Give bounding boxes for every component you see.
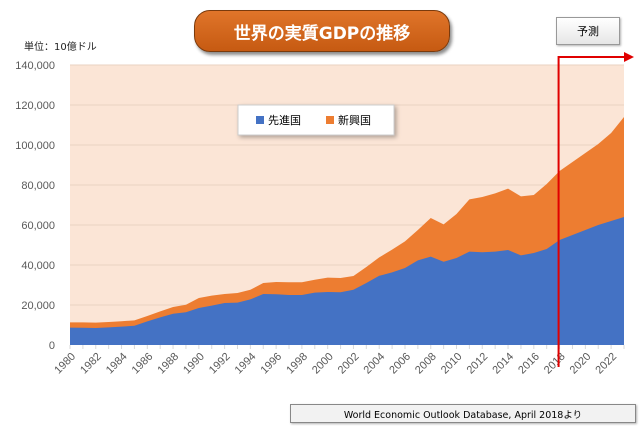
x-tick-label: 1980 — [52, 351, 78, 377]
x-tick-label: 2020 — [568, 351, 594, 377]
y-tick-label: 20,000 — [21, 300, 55, 312]
y-tick-label: 60,000 — [21, 220, 55, 232]
forecast-label: 予測 — [556, 17, 620, 45]
source-note: World Economic Outlook Database, April 2… — [290, 404, 636, 423]
x-tick-label: 2014 — [490, 351, 516, 377]
legend: 先進国 新興国 — [237, 104, 395, 136]
y-tick-label: 140,000 — [15, 60, 55, 72]
x-tick-label: 2006 — [387, 351, 413, 377]
x-tick-label: 2004 — [362, 351, 388, 377]
legend-label-advanced: 先進国 — [268, 114, 301, 127]
unit-label: 単位：10億ドル — [24, 42, 97, 53]
y-tick-label: 120,000 — [15, 100, 55, 112]
x-tick-label: 2010 — [439, 351, 465, 377]
x-tick-label: 1998 — [284, 351, 310, 377]
x-tick-label: 1988 — [155, 351, 181, 377]
legend-label-emerging: 新興国 — [338, 113, 371, 127]
legend-swatch-advanced — [256, 116, 264, 124]
x-tick-label: 2012 — [465, 351, 491, 377]
x-tick-label: 2002 — [336, 351, 362, 377]
forecast-line — [557, 56, 627, 367]
y-tick-label: 40,000 — [21, 260, 55, 272]
area-advanced — [70, 217, 624, 345]
y-tick-label: 0 — [49, 340, 55, 352]
y-tick-label: 100,000 — [15, 140, 55, 152]
x-tick-label: 1982 — [78, 351, 104, 377]
x-tick-label: 1996 — [258, 351, 284, 377]
y-tick-label: 80,000 — [21, 180, 55, 192]
x-tick-label: 1986 — [130, 351, 156, 377]
x-tick-label: 2016 — [516, 351, 542, 377]
legend-swatch-emerging — [326, 116, 334, 124]
arrow-right-icon — [624, 52, 634, 62]
forecast-marker — [557, 52, 634, 367]
x-tick-label: 1984 — [104, 351, 130, 377]
chart-title: 世界の実質GDPの推移 — [194, 10, 450, 52]
x-tick-label: 2008 — [413, 351, 439, 377]
x-tick-label: 1994 — [233, 351, 259, 377]
x-tick-label: 2018 — [542, 351, 568, 377]
x-tick-label: 2000 — [310, 351, 336, 377]
x-tick-label: 2022 — [593, 351, 619, 377]
x-tick-label: 1992 — [207, 351, 233, 377]
x-tick-label: 1990 — [181, 351, 207, 377]
